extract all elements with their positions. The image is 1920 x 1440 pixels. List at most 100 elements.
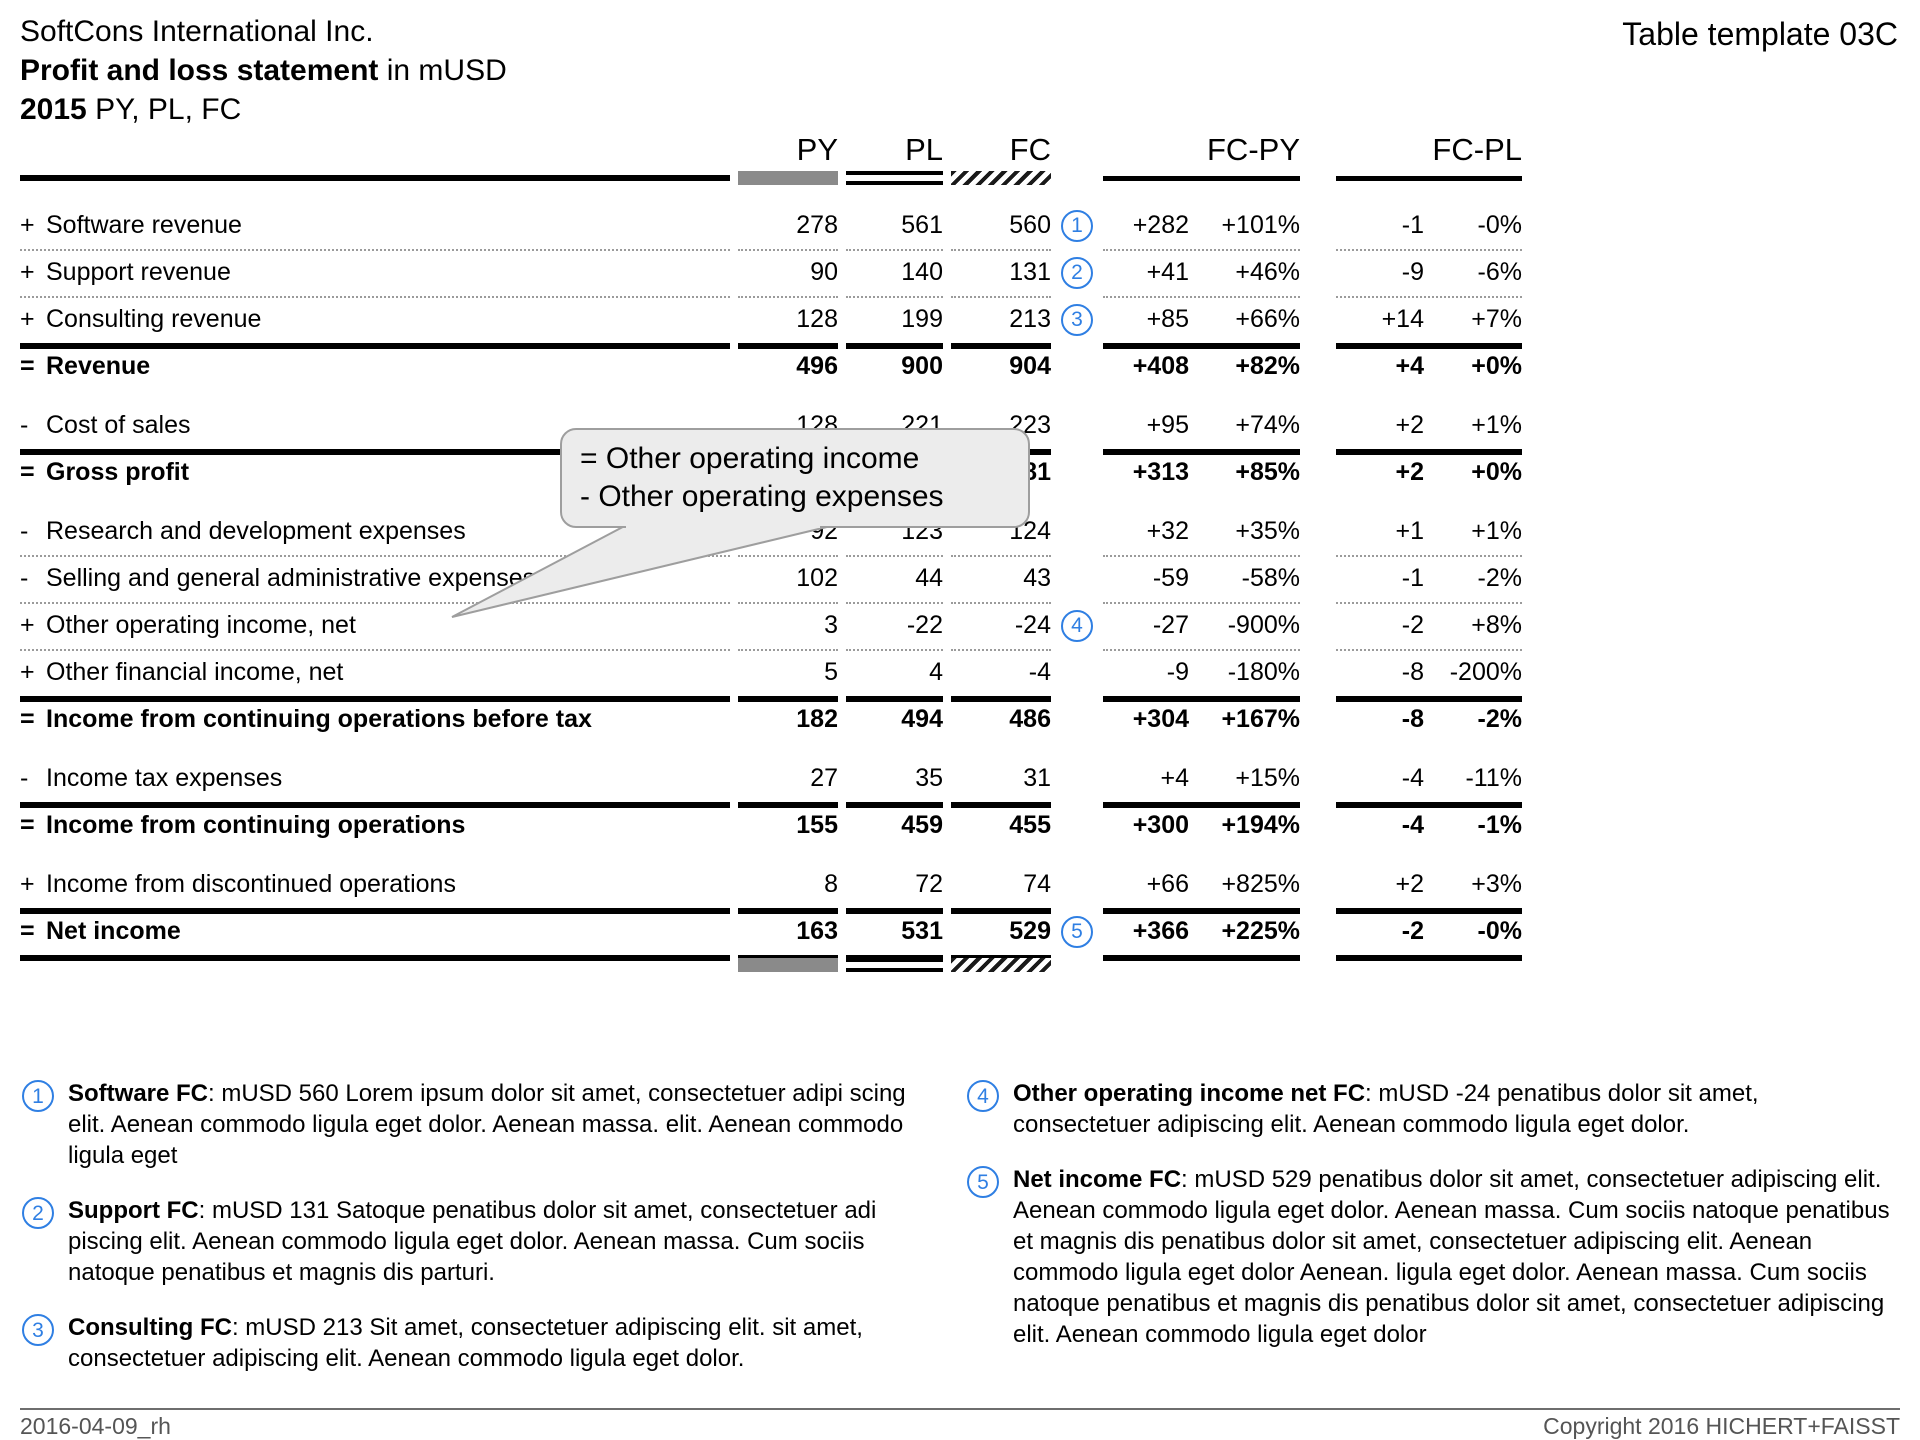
note-cell: 2	[1059, 249, 1095, 296]
pl-value: 140	[846, 249, 943, 298]
fc-value: 74	[951, 861, 1051, 914]
footer-copyright: Copyright 2016 HICHERT+FAISST	[1543, 1413, 1900, 1439]
footnote-lead: Other operating income net FC	[1013, 1080, 1366, 1107]
fc-pl-group: -8 -2%	[1336, 696, 1522, 743]
row-prefix: +	[20, 258, 35, 286]
row-label: Gross profit	[46, 458, 190, 486]
fc-py-pct: +66%	[1235, 305, 1300, 333]
footnote-ref-4: 4	[967, 1080, 999, 1112]
note-ref-3: 3	[1061, 303, 1093, 336]
fc-py-group: +313 +85%	[1103, 449, 1300, 496]
fc-py-abs: +41	[1146, 258, 1189, 286]
pnl-table: PY PL FC FC-PY FC-PL + Software revenue 27…	[20, 122, 1530, 975]
col-header-fc-pl: FC-PL	[1432, 132, 1522, 167]
group-spacer	[1308, 696, 1328, 743]
fc-pl-abs: -8	[1401, 658, 1424, 686]
footnote-body: : mUSD 529 penatibus dolor sit amet, con…	[1013, 1166, 1890, 1348]
fc-pl-abs: -4	[1401, 811, 1424, 839]
fc-py-abs: +300	[1132, 811, 1189, 839]
fc-value: 904	[1009, 352, 1051, 380]
fc-pl-abs: +2	[1395, 411, 1424, 439]
fc-py-abs: -27	[1152, 611, 1189, 639]
fc-pl-group: +2 +1%	[1336, 402, 1522, 455]
fc-py-pct: +825%	[1221, 870, 1300, 898]
fc-pl-pct: +0%	[1471, 458, 1522, 486]
fc-py-group: +366 +225%	[1103, 908, 1300, 961]
footnote-body: : mUSD 560 Lorem ipsum dolor sit amet, c…	[68, 1080, 906, 1169]
tooltip-seam	[626, 523, 820, 528]
template-label: Table template 03C	[1622, 16, 1898, 52]
fc-py-group: -59 -58%	[1103, 555, 1300, 604]
fc-pl-pct: -0%	[1477, 917, 1522, 945]
fc-pl-pct: +0%	[1471, 352, 1522, 380]
py-value: 27	[738, 755, 838, 808]
py-value: 90	[738, 249, 838, 298]
fc-pl-group: +4 +0%	[1336, 343, 1522, 390]
fc-pl-pct: -1%	[1477, 811, 1522, 839]
tooltip-line-2: - Other operating expenses	[580, 480, 944, 513]
fc-py-group: -9 -180%	[1103, 649, 1300, 702]
fc-pl-pct: +1%	[1471, 517, 1522, 545]
row-label-cell: + Income from discontinued operations	[20, 861, 730, 914]
footnotes-right-column: 4 Other operating income net FC: mUSD -24…	[965, 1078, 1897, 1350]
group-spacer	[1308, 802, 1328, 849]
group-spacer	[1308, 508, 1328, 555]
fc-py-abs: -59	[1152, 564, 1189, 592]
py-scenario-bar	[738, 171, 838, 185]
row-prefix: +	[20, 305, 35, 333]
row-prefix: -	[20, 564, 29, 592]
fc-py-group: +41 +46%	[1103, 249, 1300, 298]
header-spacer	[20, 122, 730, 172]
footnote-lead: Software FC	[68, 1080, 209, 1107]
fc-py-abs: +66	[1146, 870, 1189, 898]
fc-py-abs: +366	[1132, 917, 1189, 945]
row-label-cell: + Other operating income, net	[20, 602, 730, 651]
row-label: Software revenue	[46, 211, 242, 239]
fc-value: 213	[951, 296, 1051, 349]
footer-date: 2016-04-09_rh	[20, 1413, 171, 1439]
py-scenario-bar-bottom	[738, 958, 838, 972]
note-cell	[1059, 755, 1095, 802]
footnotes-left-column: 1 Software FC: mUSD 560 Lorem ipsum dolor…	[20, 1078, 938, 1374]
fc-py-rule	[1103, 175, 1300, 181]
fc-py-pct: +85%	[1235, 458, 1300, 486]
header-marker-row	[20, 168, 1530, 188]
footnote-ref-3: 3	[22, 1314, 54, 1346]
fc-py-abs: +85	[1146, 305, 1189, 333]
py-value: 8	[738, 861, 838, 914]
table-body: + Software revenue 278 561 560 1 +282 +101% -1 -0…	[20, 202, 1530, 961]
note-cell	[1059, 802, 1095, 849]
fc-pl-group: -2 -0%	[1336, 908, 1522, 961]
fc-pl-pct: +1%	[1471, 411, 1522, 439]
table-row: + Other operating income, net 3 -22 -24 4 -27-…	[20, 602, 1530, 651]
footnote-text: Support FC: mUSD 131 Satoque penatibus d…	[68, 1195, 938, 1288]
note-ref-1: 1	[1061, 209, 1093, 242]
note-cell	[1059, 861, 1095, 908]
row-label-cell: + Software revenue	[20, 202, 730, 251]
footnote-ref-1: 1	[22, 1080, 54, 1112]
pl-value: 44	[846, 555, 943, 604]
fc-pl-pct: -200%	[1449, 658, 1522, 686]
fc-value: -24	[951, 602, 1051, 651]
fc-pl-group: -8 -200%	[1336, 649, 1522, 702]
row-prefix: -	[20, 764, 29, 792]
row-prefix: =	[20, 917, 35, 945]
pl-value: 199	[846, 296, 943, 349]
fc-value: 486	[1009, 705, 1051, 733]
row-prefix: -	[20, 517, 29, 545]
footer-divider	[20, 1408, 1900, 1410]
row-label: Income tax expenses	[46, 764, 283, 792]
title-block: SoftCons International Inc. Profit and l…	[20, 12, 507, 129]
group-spacer	[1308, 402, 1328, 449]
fc-pl-pct: +7%	[1471, 305, 1522, 333]
footer-marker-row	[20, 955, 1530, 975]
group-spacer	[1308, 296, 1328, 343]
fc-pl-abs: -4	[1401, 764, 1424, 792]
row-label: Income from discontinued operations	[46, 870, 456, 898]
fc-pl-group: +14 +7%	[1336, 296, 1522, 349]
fc-pl-group: -1 -2%	[1336, 555, 1522, 604]
fc-py-group: +95 +74%	[1103, 402, 1300, 455]
fc-py-abs: +408	[1132, 352, 1189, 380]
report-subtitle: 2015 PY, PL, FC	[20, 93, 242, 126]
py-value: 102	[738, 555, 838, 604]
